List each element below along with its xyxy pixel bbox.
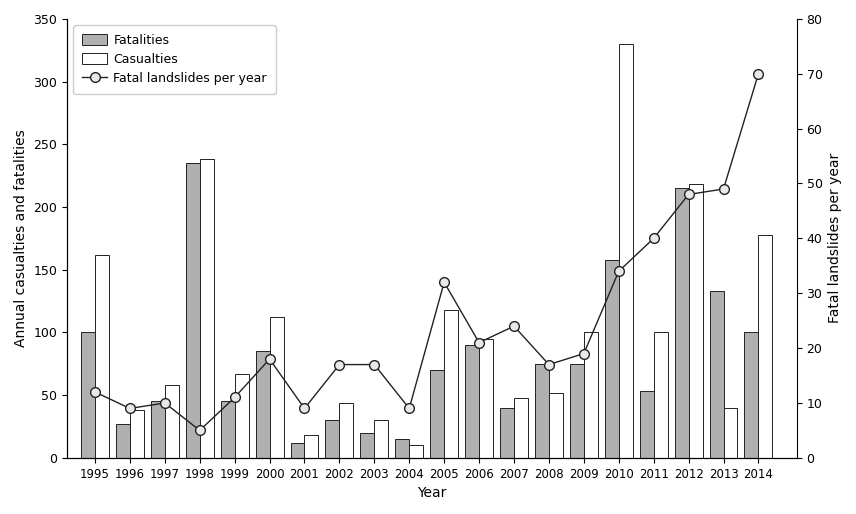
Y-axis label: Annual casualties and fatalities: Annual casualties and fatalities — [14, 130, 28, 347]
Fatal landslides per year — [579, 351, 589, 357]
Fatal landslides per year — [125, 406, 135, 412]
Fatal landslides per year — [160, 400, 170, 406]
Bar — [688, 185, 703, 458]
Bar — [409, 445, 423, 458]
Bar — [479, 339, 493, 458]
Bar — [235, 374, 248, 458]
Bar — [723, 408, 738, 458]
Bar — [199, 159, 214, 458]
Bar — [340, 402, 354, 458]
Fatal landslides per year — [265, 356, 275, 362]
Bar — [305, 435, 318, 458]
Bar — [81, 333, 95, 458]
Bar — [95, 254, 109, 458]
Bar — [619, 44, 633, 458]
Fatal landslides per year — [300, 406, 310, 412]
Bar — [256, 351, 270, 458]
Fatal landslides per year — [369, 361, 379, 368]
Bar — [290, 443, 305, 458]
Y-axis label: Fatal landslides per year: Fatal landslides per year — [828, 153, 842, 323]
Bar — [514, 398, 528, 458]
Fatal landslides per year — [194, 427, 205, 433]
Bar — [221, 401, 235, 458]
Bar — [395, 439, 409, 458]
Bar — [270, 317, 283, 458]
Fatal landslides per year — [90, 389, 100, 395]
Bar — [605, 260, 619, 458]
Fatal landslides per year — [229, 394, 240, 400]
X-axis label: Year: Year — [417, 486, 447, 500]
Bar — [570, 364, 584, 458]
Bar — [758, 234, 772, 458]
Fatal landslides per year — [335, 361, 345, 368]
Fatal landslides per year — [683, 191, 693, 197]
Bar — [116, 424, 130, 458]
Bar — [549, 393, 563, 458]
Bar — [675, 188, 688, 458]
Bar — [444, 310, 458, 458]
Legend: Fatalities, Casualties, Fatal landslides per year: Fatalities, Casualties, Fatal landslides… — [74, 25, 276, 94]
Bar — [130, 410, 144, 458]
Bar — [500, 408, 514, 458]
Fatal landslides per year — [614, 268, 624, 274]
Bar — [325, 420, 340, 458]
Bar — [151, 401, 165, 458]
Bar — [431, 370, 444, 458]
Fatal landslides per year — [508, 323, 519, 329]
Line: Fatal landslides per year: Fatal landslides per year — [90, 69, 764, 435]
Fatal landslides per year — [753, 70, 764, 77]
Bar — [465, 345, 479, 458]
Fatal landslides per year — [544, 361, 554, 368]
Fatal landslides per year — [404, 406, 414, 412]
Fatal landslides per year — [649, 235, 659, 242]
Fatal landslides per year — [718, 186, 728, 192]
Bar — [374, 420, 389, 458]
Bar — [710, 291, 723, 458]
Bar — [186, 163, 199, 458]
Bar — [745, 333, 758, 458]
Bar — [165, 385, 179, 458]
Fatal landslides per year — [439, 279, 449, 285]
Bar — [639, 391, 654, 458]
Bar — [584, 333, 597, 458]
Fatal landslides per year — [474, 340, 484, 346]
Bar — [654, 333, 668, 458]
Bar — [535, 364, 549, 458]
Bar — [360, 433, 374, 458]
